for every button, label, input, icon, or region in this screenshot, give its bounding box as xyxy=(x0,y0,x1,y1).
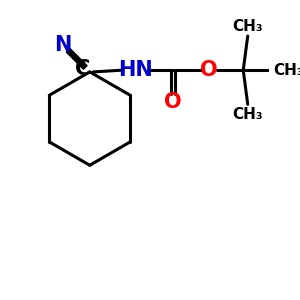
Text: CH₃: CH₃ xyxy=(273,63,300,78)
Text: HN: HN xyxy=(118,60,153,80)
Text: O: O xyxy=(200,60,218,80)
Text: CH₃: CH₃ xyxy=(232,106,263,122)
Text: O: O xyxy=(164,92,182,112)
Text: CH₃: CH₃ xyxy=(232,19,263,34)
Text: C: C xyxy=(75,59,91,79)
Text: N: N xyxy=(54,35,72,55)
